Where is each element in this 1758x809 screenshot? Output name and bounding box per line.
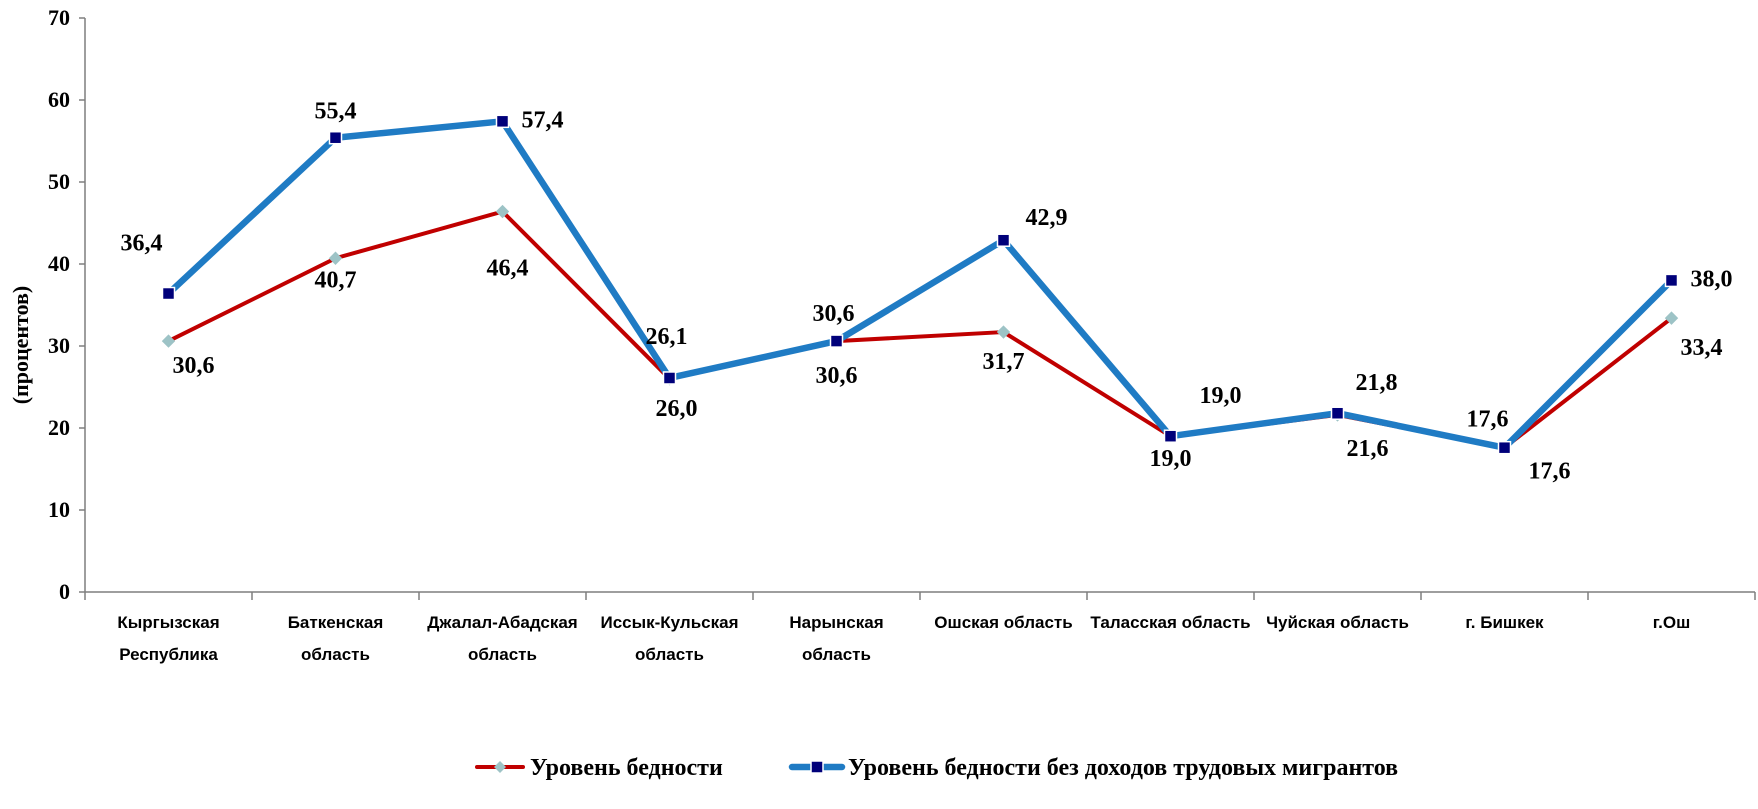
series-markers (161, 114, 1679, 455)
data-label-series-2: 42,9 (1026, 205, 1068, 231)
series-2-point (996, 233, 1011, 247)
data-label-series-1: 26,0 (656, 396, 698, 422)
data-label-series-1: 31,7 (983, 349, 1025, 375)
y-tick-label: 30 (48, 333, 70, 358)
legend: Уровень бедности Уровень бедности без дох… (475, 755, 1398, 781)
data-label-series-1: 33,4 (1681, 335, 1723, 361)
y-tick-label: 50 (48, 169, 70, 194)
series-line-2 (165, 118, 1675, 451)
x-tick-label: Чуйская область (1266, 613, 1409, 632)
x-tick-label: Ошская область (934, 613, 1072, 632)
series-2-point (328, 130, 343, 145)
data-label-series-2: 26,1 (646, 324, 688, 350)
series-2-point (662, 371, 677, 385)
legend-swatch-marker (494, 761, 506, 773)
data-label-series-1: 30,6 (173, 353, 215, 379)
legend-label: Уровень бедности без доходов трудовых ми… (848, 755, 1398, 781)
data-label-series-1: 30,6 (816, 363, 858, 389)
y-tick-label: 0 (59, 579, 70, 604)
series-line-1 (166, 209, 1674, 450)
data-label-series-1: 19,0 (1150, 446, 1192, 472)
data-label-series-2: 17,6 (1467, 407, 1509, 433)
series-2-point (1330, 406, 1345, 420)
x-tick-label: г.Ош (1653, 613, 1691, 632)
x-tick-label: Нарынская область (789, 613, 883, 664)
x-tick-label: Джалал-Абадская область (427, 613, 577, 664)
series-2-point (1664, 273, 1679, 288)
data-label-series-2: 21,8 (1356, 370, 1398, 396)
x-tick-label: Иссык-Кульская область (600, 613, 738, 664)
series-1-point (1664, 311, 1679, 325)
data-label-series-1: 21,6 (1347, 436, 1389, 462)
x-tick-label: г. Бишкек (1465, 613, 1544, 632)
legend-swatch-marker (810, 760, 824, 774)
data-label-series-2: 36,4 (121, 231, 163, 257)
series-2-point (161, 286, 176, 301)
x-tick-label: Кыргызская Республика (117, 613, 219, 664)
x-tick-label: Таласская область (1090, 613, 1250, 632)
x-axis-ticks: Кыргызская Республика Баткенская область Джа… (84, 592, 1756, 664)
y-tick-label: 60 (48, 87, 70, 112)
series-2-point (829, 334, 844, 348)
series-lines (165, 118, 1675, 451)
series-2-point (1497, 440, 1512, 455)
series-2-point (1163, 429, 1178, 443)
data-label-series-2: 30,6 (813, 301, 855, 327)
data-label-series-1: 46,4 (487, 256, 529, 282)
y-axis-ticks: 0 10 20 30 40 50 60 70 (48, 5, 85, 604)
series-1-point (495, 204, 510, 219)
y-tick-label: 70 (48, 5, 70, 30)
series-1-point (996, 325, 1011, 339)
y-tick-label: 40 (48, 251, 70, 276)
data-label-series-1: 40,7 (315, 267, 357, 293)
legend-label: Уровень бедности (530, 755, 723, 781)
data-label-series-2: 19,0 (1200, 383, 1242, 409)
x-tick-label: Баткенская область (288, 613, 384, 664)
y-axis-label: (процентов) (8, 286, 33, 405)
y-tick-label: 10 (48, 497, 70, 522)
series-1-point (161, 334, 176, 348)
data-label-series-1: 17,6 (1529, 459, 1571, 485)
y-tick-label: 20 (48, 415, 70, 440)
series-2-point (495, 114, 510, 129)
data-label-series-2: 55,4 (315, 99, 357, 125)
data-label-series-2: 57,4 (522, 107, 564, 133)
series-1-point (328, 251, 343, 265)
data-labels: 30,6 40,7 46,4 26,0 30,6 31,7 19,0 21,6 17,6 33,4… (121, 99, 1733, 485)
data-label-series-2: 38,0 (1691, 266, 1733, 292)
